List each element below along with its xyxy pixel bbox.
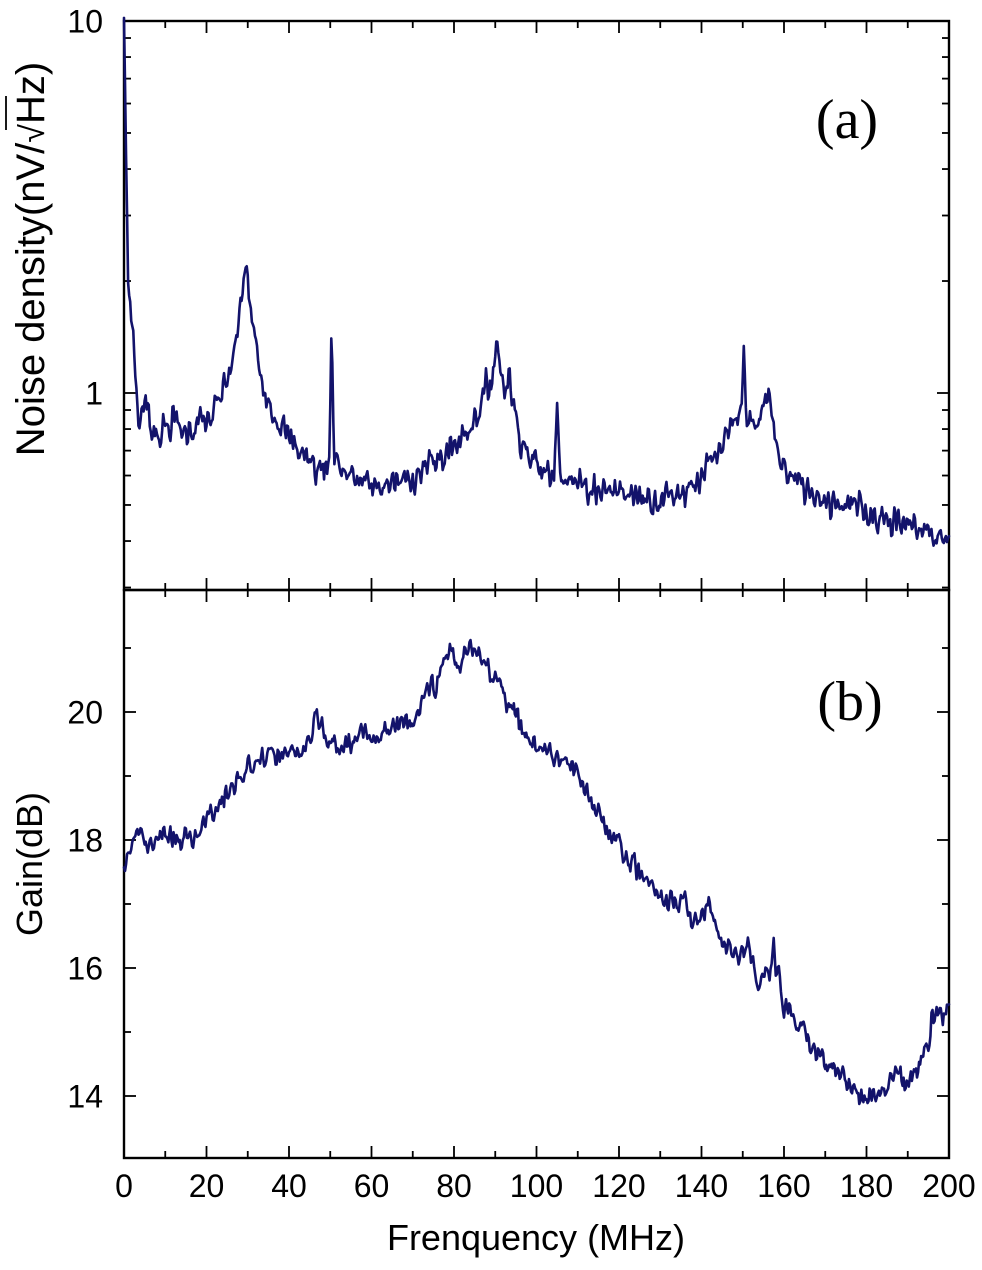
svg-text:80: 80 xyxy=(436,1168,472,1204)
svg-text:14: 14 xyxy=(67,1079,103,1115)
svg-text:60: 60 xyxy=(354,1168,390,1204)
svg-text:(b): (b) xyxy=(817,671,882,733)
svg-text:20: 20 xyxy=(67,695,103,731)
svg-text:200: 200 xyxy=(922,1168,975,1204)
svg-text:180: 180 xyxy=(840,1168,893,1204)
svg-text:160: 160 xyxy=(757,1168,810,1204)
svg-text:16: 16 xyxy=(67,951,103,987)
svg-text:40: 40 xyxy=(271,1168,307,1204)
svg-text:Frenquency (MHz): Frenquency (MHz) xyxy=(387,1217,685,1258)
svg-text:100: 100 xyxy=(510,1168,563,1204)
svg-text:18: 18 xyxy=(67,823,103,859)
svg-text:120: 120 xyxy=(592,1168,645,1204)
svg-text:0: 0 xyxy=(115,1168,133,1204)
svg-text:1: 1 xyxy=(85,376,103,412)
svg-text:Gain(dB): Gain(dB) xyxy=(9,792,50,936)
svg-text:10: 10 xyxy=(67,4,103,40)
svg-text:140: 140 xyxy=(675,1168,728,1204)
svg-text:(a): (a) xyxy=(816,89,878,151)
svg-text:20: 20 xyxy=(189,1168,225,1204)
svg-text:Noise density(nV/√Hz): Noise density(nV/√Hz) xyxy=(9,62,53,456)
